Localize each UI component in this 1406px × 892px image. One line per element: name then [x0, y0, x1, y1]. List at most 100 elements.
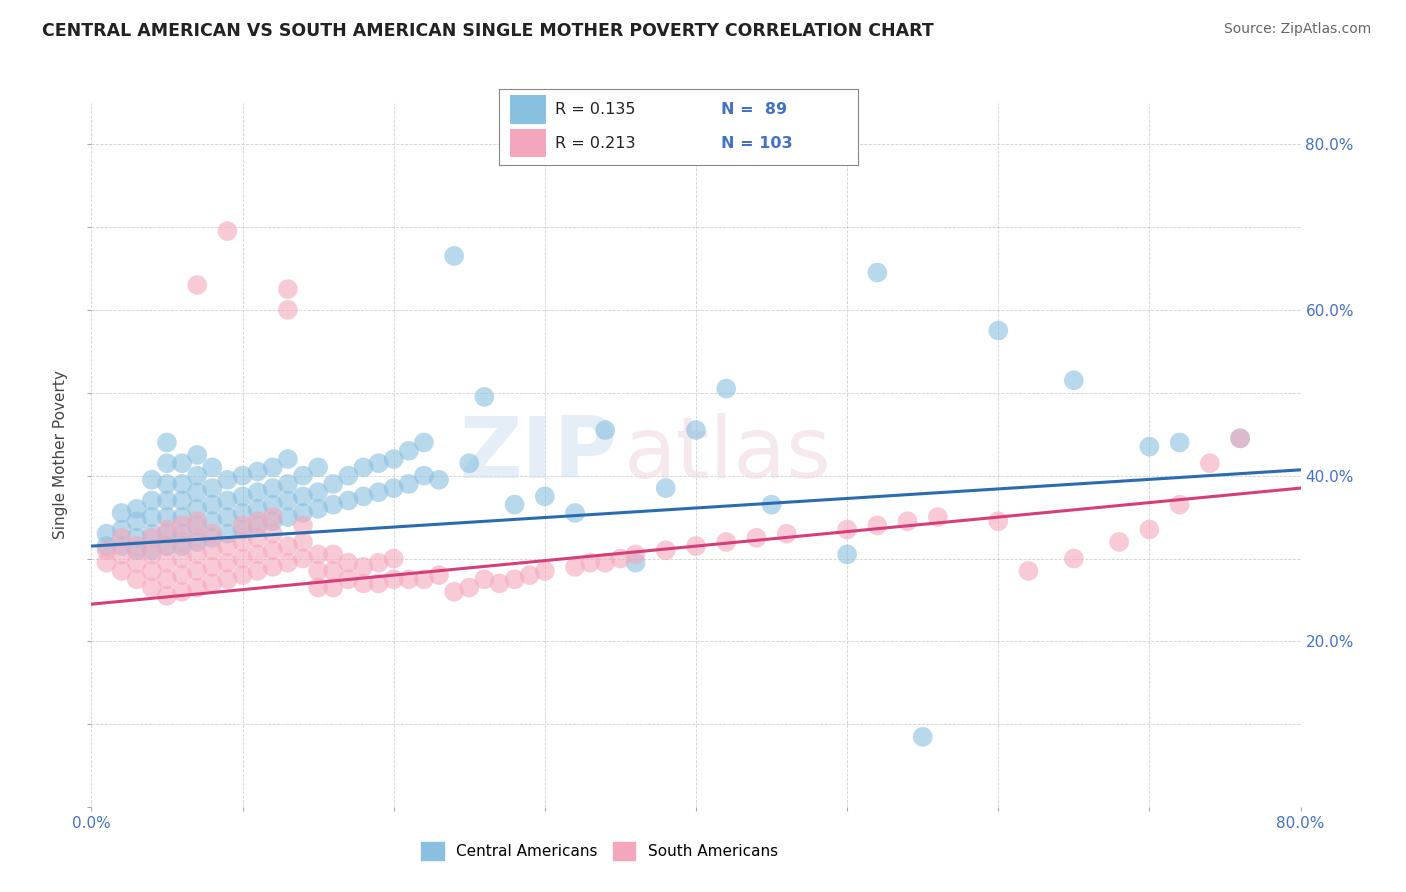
Point [186, 564, 208, 578]
Point [231, 468, 253, 483]
Point [231, 489, 253, 503]
Point [111, 523, 132, 537]
Point [217, 493, 239, 508]
Point [262, 510, 284, 524]
Point [398, 443, 420, 458]
Point [141, 473, 163, 487]
Bar [510, 95, 546, 124]
Point [472, 390, 495, 404]
Point [277, 539, 299, 553]
Point [231, 568, 253, 582]
Point [217, 510, 239, 524]
Point [277, 493, 299, 508]
Point [1229, 431, 1251, 445]
Point [322, 477, 344, 491]
Point [277, 510, 299, 524]
Bar [510, 128, 546, 158]
Point [1063, 373, 1085, 387]
Point [533, 564, 555, 578]
Point [472, 572, 495, 586]
Point [262, 543, 284, 558]
Point [172, 551, 194, 566]
Point [337, 468, 360, 483]
Point [246, 531, 269, 545]
Point [156, 435, 179, 450]
Point [217, 556, 239, 570]
Y-axis label: Single Mother Poverty: Single Mother Poverty [53, 370, 69, 540]
Point [1229, 431, 1251, 445]
Point [322, 498, 344, 512]
Point [125, 514, 148, 528]
Text: CENTRAL AMERICAN VS SOUTH AMERICAN SINGLE MOTHER POVERTY CORRELATION CHART: CENTRAL AMERICAN VS SOUTH AMERICAN SINGL… [42, 22, 934, 40]
Legend: Central Americans, South Americans: Central Americans, South Americans [415, 836, 785, 866]
Point [352, 559, 374, 574]
Point [262, 514, 284, 528]
Text: R = 0.135: R = 0.135 [555, 103, 636, 117]
Point [503, 498, 526, 512]
Point [231, 518, 253, 533]
Point [382, 452, 405, 467]
Point [382, 481, 405, 495]
Text: N =  89: N = 89 [721, 103, 787, 117]
Point [96, 539, 118, 553]
Point [382, 551, 405, 566]
Point [111, 531, 132, 545]
Point [367, 556, 389, 570]
Point [458, 456, 481, 470]
Point [488, 576, 510, 591]
Point [201, 576, 224, 591]
Point [262, 460, 284, 475]
Point [141, 581, 163, 595]
Point [231, 551, 253, 566]
Point [125, 543, 148, 558]
Point [533, 489, 555, 503]
Point [172, 510, 194, 524]
Point [1018, 564, 1040, 578]
Point [398, 477, 420, 491]
Point [231, 523, 253, 537]
Text: N = 103: N = 103 [721, 136, 793, 151]
Point [156, 523, 179, 537]
Point [125, 539, 148, 553]
Text: Source: ZipAtlas.com: Source: ZipAtlas.com [1223, 22, 1371, 37]
Point [246, 485, 269, 500]
Point [217, 526, 239, 541]
Point [172, 493, 194, 508]
Point [337, 493, 360, 508]
Point [201, 498, 224, 512]
Point [277, 282, 299, 296]
Point [382, 572, 405, 586]
Point [367, 485, 389, 500]
Point [322, 564, 344, 578]
Point [307, 485, 329, 500]
Point [835, 523, 858, 537]
Point [307, 548, 329, 562]
Point [96, 556, 118, 570]
Point [125, 501, 148, 516]
Point [172, 477, 194, 491]
Point [156, 477, 179, 491]
Point [141, 526, 163, 541]
Point [141, 510, 163, 524]
Point [201, 526, 224, 541]
Point [277, 556, 299, 570]
Point [156, 510, 179, 524]
Point [503, 572, 526, 586]
Point [231, 506, 253, 520]
Point [172, 535, 194, 549]
Point [246, 518, 269, 533]
Point [111, 539, 132, 553]
Point [277, 452, 299, 467]
Point [156, 589, 179, 603]
Point [186, 581, 208, 595]
Point [292, 468, 315, 483]
Point [352, 576, 374, 591]
Point [277, 302, 299, 317]
Point [246, 501, 269, 516]
Point [246, 548, 269, 562]
Point [745, 531, 768, 545]
Point [897, 514, 920, 528]
Point [111, 506, 132, 520]
Point [595, 423, 617, 437]
Point [609, 551, 631, 566]
